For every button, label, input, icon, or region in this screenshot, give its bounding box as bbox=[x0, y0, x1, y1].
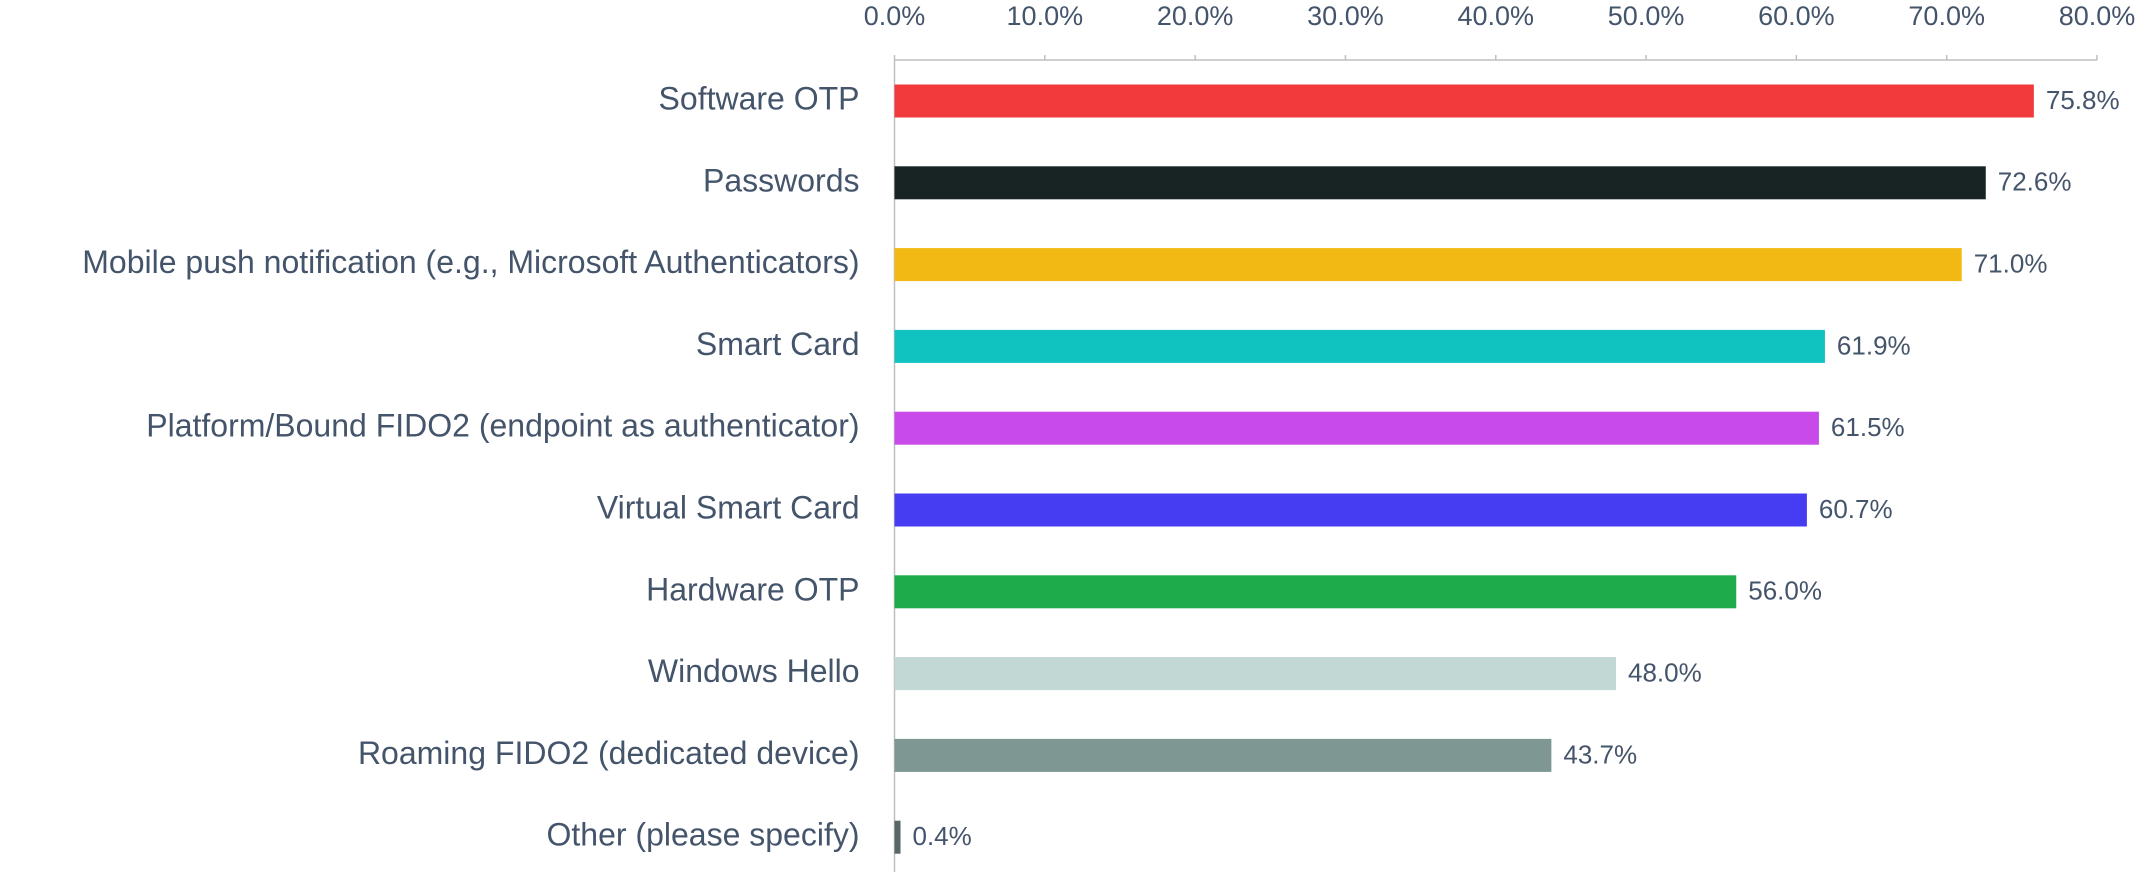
category-label: Smart Card bbox=[696, 326, 860, 362]
x-tick-label: 0.0% bbox=[864, 1, 926, 31]
value-label: 48.0% bbox=[1628, 657, 1702, 687]
category-label: Passwords bbox=[703, 162, 860, 198]
bar bbox=[894, 738, 1552, 772]
value-label: 0.4% bbox=[913, 821, 972, 851]
category-label: Virtual Smart Card bbox=[597, 489, 860, 525]
bar bbox=[894, 329, 1825, 363]
bar bbox=[894, 248, 1962, 282]
x-tick-label: 80.0% bbox=[2059, 1, 2136, 31]
category-label: Roaming FIDO2 (dedicated device) bbox=[358, 735, 860, 771]
x-tick-label: 70.0% bbox=[1908, 1, 1985, 31]
bar bbox=[894, 493, 1807, 527]
x-tick-label: 60.0% bbox=[1758, 1, 1835, 31]
x-tick-label: 30.0% bbox=[1307, 1, 1384, 31]
category-label: Other (please specify) bbox=[546, 817, 859, 853]
value-label: 60.7% bbox=[1819, 494, 1893, 524]
x-tick-label: 10.0% bbox=[1007, 1, 1084, 31]
value-label: 72.6% bbox=[1998, 167, 2072, 197]
category-label: Software OTP bbox=[659, 80, 860, 116]
value-label: 61.9% bbox=[1837, 330, 1911, 360]
value-label: 56.0% bbox=[1748, 576, 1822, 606]
value-label: 75.8% bbox=[2046, 85, 2120, 115]
category-label: Windows Hello bbox=[648, 653, 860, 689]
x-tick-label: 40.0% bbox=[1457, 1, 1534, 31]
bar bbox=[894, 575, 1737, 609]
value-label: 43.7% bbox=[1563, 739, 1637, 769]
bar bbox=[894, 166, 1986, 200]
bar bbox=[894, 820, 901, 854]
bar bbox=[894, 657, 1616, 691]
value-label: 61.5% bbox=[1831, 412, 1905, 442]
category-label: Hardware OTP bbox=[646, 571, 859, 607]
bar bbox=[894, 411, 1819, 445]
x-tick-label: 20.0% bbox=[1157, 1, 1234, 31]
category-label: Platform/Bound FIDO2 (endpoint as authen… bbox=[146, 408, 859, 444]
x-tick-label: 50.0% bbox=[1608, 1, 1685, 31]
value-label: 71.0% bbox=[1974, 248, 2048, 278]
bar bbox=[894, 84, 2034, 118]
category-label: Mobile push notification (e.g., Microsof… bbox=[82, 244, 859, 280]
